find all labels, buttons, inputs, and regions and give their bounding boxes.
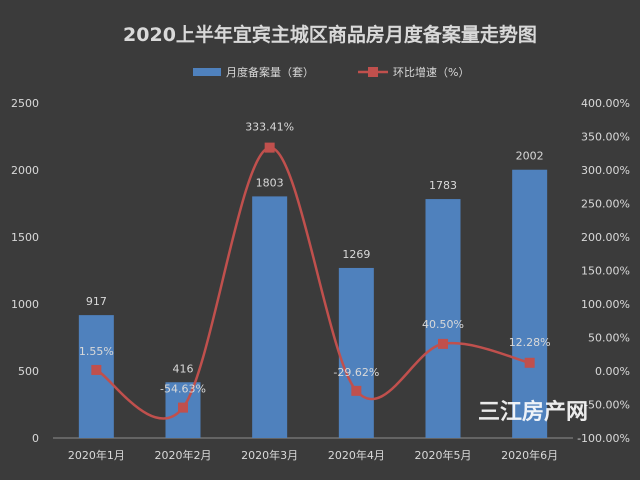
y-right-tick-label: 350.00% [581,131,630,144]
y-left-tick-label: 1000 [11,298,39,311]
legend: 月度备案量（套） 环比增速（%） [193,65,469,79]
y-left-tick-label: 500 [18,365,39,378]
y-left-tick-label: 2500 [11,97,39,110]
x-tick-label: 2020年5月 [415,448,472,462]
y-right-tick-label: 0.00% [595,365,630,378]
bar [78,315,114,438]
growth-point [351,385,362,396]
bar-data-label: 917 [86,295,107,308]
watermark: 三江房产网 [478,399,588,425]
y-right-tick-label: -100.00% [577,432,630,445]
bar-data-label: 1803 [256,176,284,189]
bar-data-label: 1783 [429,179,457,192]
legend-bar-swatch [193,68,221,76]
bar [252,196,288,438]
y-right-tick-label: 400.00% [581,97,630,110]
growth-point [524,357,535,368]
growth-point [178,402,188,413]
chart-title: 2020上半年宜宾主城区商品房月度备案量走势图 [123,23,537,46]
growth-data-label: 40.50% [422,318,464,331]
legend-line-marker [368,67,378,77]
x-tick-label: 2020年4月 [328,448,385,462]
y-right-tick-label: -50.00% [584,399,630,412]
growth-data-label: 1.55% [79,345,114,358]
bar-data-label: 1269 [342,248,370,261]
growth-data-label: -54.63% [160,383,206,396]
x-tick-label: 2020年1月 [68,448,125,462]
bar-data-label: 416 [173,362,194,375]
bar [425,199,461,438]
growth-data-label: -29.62% [333,366,379,379]
y-right-tick-label: 50.00% [588,332,630,345]
growth-data-label: 12.28% [509,336,551,349]
y-left-tick-label: 0 [32,432,39,445]
y-left-tick-label: 1500 [11,231,39,244]
bar-data-label: 2002 [516,150,544,163]
y-left-tick-label: 2000 [11,164,39,177]
y-right-tick-label: 150.00% [581,265,630,278]
growth-line [95,146,530,420]
y-right-tick-label: 100.00% [581,298,630,311]
bar [512,169,548,438]
bar [338,267,374,438]
growth-line-group [91,142,535,420]
bars [78,169,548,438]
y-right-tick-label: 200.00% [581,231,630,244]
growth-point [91,364,102,375]
x-tick-label: 2020年2月 [155,448,212,462]
legend-line-label: 环比增速（%） [393,65,469,79]
x-tick-label: 2020年6月 [501,448,558,462]
legend-bar-label: 月度备案量（套） [226,65,314,79]
y-right-tick-label: 250.00% [581,198,630,211]
y-right-tick-label: 300.00% [581,164,630,177]
growth-point [438,338,448,349]
data-labels: 917 416 1803 1269 1783 2002 1.55% -54.63% 333.41… [79,121,551,396]
growth-data-label: 333.41% [245,121,294,134]
growth-point [264,142,275,153]
x-tick-label: 2020年3月 [241,448,298,462]
axes: 0 500 1000 1500 2000 2500 -100.00% -50.00% 0.00%… [11,97,630,462]
